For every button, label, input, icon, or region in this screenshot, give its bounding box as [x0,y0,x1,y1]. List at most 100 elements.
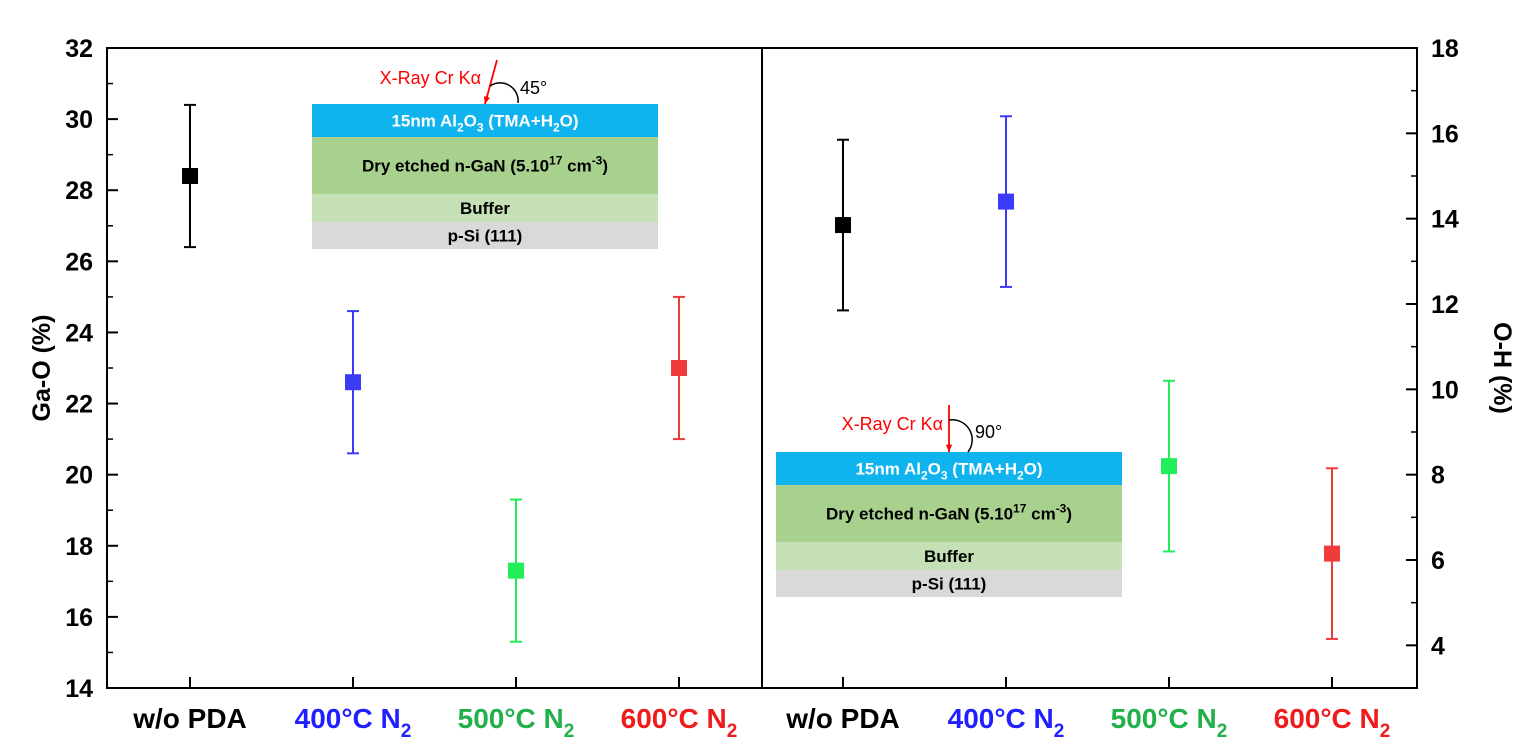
layer-label-part: O [464,112,477,131]
x-tick-label-sub: 2 [1217,721,1228,742]
layer-label-part: (TMA+H [948,460,1017,479]
right-tick-label: 8 [1431,462,1445,490]
data-marker [182,168,198,184]
layer-al2o3 [312,104,658,137]
xray-label: X-Ray Cr Kα [842,414,943,434]
layer-label-part: 17 [1013,502,1027,516]
left-tick-label: 22 [65,391,93,419]
layer-label-part: 15nm Al [391,112,457,131]
errorbar-point [671,295,687,441]
errorbar-point [345,310,361,455]
x-tick-label-main: 500°C N [1111,703,1217,734]
layer-label-part: p-Si (111) [912,575,987,594]
right-tick-label: 18 [1431,35,1459,63]
layer-label-part: 17 [549,154,563,168]
left-y-axis-label: Ga-O (%) [28,315,56,422]
left-tick-label: 30 [65,106,93,134]
layer-label-part: 2 [553,121,560,135]
right-tick-label: 14 [1431,206,1459,234]
layer-al2o3 [776,452,1122,485]
errorbar-point [182,103,198,249]
layer-label-part: -3 [592,154,603,168]
x-tick-label-main: 600°C N [1274,703,1380,734]
x-tick-label: w/o PDA [132,703,247,734]
left-tick-label: 28 [65,177,93,205]
left-tick-label: 32 [65,35,93,63]
inset-45deg-stack: 15nm Al2O3 (TMA+H2O) Dry etched n-GaN (5.… [312,59,658,249]
x-tick-label: 600°C N2 [621,703,738,742]
errorbar-point [1161,379,1177,553]
x-tick-label-main: 400°C N [948,703,1054,734]
layer-buffer [312,194,658,222]
left-panel-series [182,103,687,643]
angle-label: 90° [975,422,1002,442]
x-tick-label: 500°C N2 [458,703,575,742]
data-marker [1161,458,1177,475]
layer-label-part: ) [602,157,608,176]
layer-label-part: Buffer [460,199,510,218]
xray-arrowhead-icon [945,444,953,452]
layer-label-part: Dry etched n-GaN (5.10 [362,157,549,176]
layer-label-part: Dry etched n-GaN (5.10 [826,505,1013,524]
angle-label: 45° [520,78,547,98]
xray-arrowhead-icon [483,96,490,104]
layer-gan [776,485,1122,542]
left-y-axis: 14 16 18 20 22 24 26 28 30 32 [65,35,118,703]
layer-al2o3-label: 15nm Al2O3 (TMA+H2O) [391,112,578,135]
layer-label-part: 2 [457,121,464,135]
layer-buffer-label: Buffer [924,547,974,566]
x-tick-label-sub: 2 [401,721,412,742]
layer-psi [776,570,1122,597]
layer-label-part: -3 [1056,502,1067,516]
left-tick-label: 20 [65,462,93,490]
x-tick-label-main: 400°C N [295,703,401,734]
data-marker [998,193,1014,210]
left-tick-label: 14 [65,675,93,703]
x-tick-label-sub: 2 [1380,721,1391,742]
left-tick-label: 26 [65,248,93,276]
right-tick-label: 16 [1431,120,1459,148]
right-panel-series [835,115,1340,640]
data-marker [835,217,851,234]
layer-label-part: 2 [921,469,928,483]
layer-psi-label: p-Si (111) [448,227,523,246]
x-tick-label: 400°C N2 [948,703,1065,742]
left-tick-label: 18 [65,533,93,561]
left-tick-label: 16 [65,604,93,632]
x-axis: w/o PDA 400°C N2 500°C N2 600°C N2 w/o PDA 40… [132,677,1390,742]
angle-arc-icon [489,82,519,104]
layer-buffer-label: Buffer [460,199,510,218]
errorbar-point [1324,467,1340,640]
x-tick-label-sub: 2 [727,721,738,742]
layer-label-part: (TMA+H [484,112,553,131]
x-tick-label: w/o PDA [785,703,900,734]
errorbar-point [835,138,851,312]
xray-label: X-Ray Cr Kα [380,68,481,88]
x-tick-label-main: 600°C N [621,703,727,734]
angle-arc-icon [948,419,973,453]
layer-gan-label: Dry etched n-GaN (5.1017 cm-3) [826,502,1072,524]
layer-psi [312,222,658,249]
layer-label-part: 3 [477,121,484,135]
right-tick-label: 4 [1431,632,1445,660]
left-tick-label: 24 [65,319,93,347]
x-tick-label-main: w/o PDA [132,703,247,734]
layer-label-part: p-Si (111) [448,227,523,246]
x-tick-label-sub: 2 [1054,721,1065,742]
layer-gan [312,137,658,194]
right-y-axis-label: O-H (%) [1488,322,1516,414]
layer-label-part: 15nm Al [855,460,921,479]
layer-label-part: O [928,460,941,479]
errorbar-point [508,498,524,643]
layer-label-part: 3 [941,469,948,483]
layer-label-part: Buffer [924,547,974,566]
x-tick-label-main: 500°C N [458,703,564,734]
x-tick-label: 400°C N2 [295,703,412,742]
right-tick-label: 12 [1431,291,1459,319]
data-marker [345,374,361,391]
data-marker [508,562,524,579]
layer-label-part: ) [1066,505,1072,524]
right-tick-label: 6 [1431,547,1445,575]
inset-90deg-stack: 15nm Al2O3 (TMA+H2O)Dry etched n-GaN (5.… [776,405,1122,597]
